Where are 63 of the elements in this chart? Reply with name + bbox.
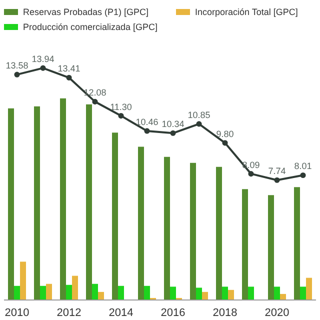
bar <box>306 278 312 300</box>
bar <box>164 156 170 300</box>
bar <box>66 284 72 300</box>
bar <box>14 286 20 300</box>
bar <box>98 292 104 300</box>
point <box>118 112 124 119</box>
bar <box>46 284 52 300</box>
data-label: 8.01 <box>294 161 312 172</box>
data-label: 10.46 <box>136 116 158 127</box>
bar <box>190 162 196 300</box>
bar <box>144 286 150 300</box>
bar <box>300 286 306 300</box>
point <box>40 65 46 71</box>
data-label: 10.34 <box>162 119 184 130</box>
data-label: 9.80 <box>216 128 234 139</box>
bar <box>60 98 66 300</box>
bar <box>216 166 222 300</box>
point <box>14 72 20 78</box>
bar <box>40 286 46 300</box>
bar <box>20 262 26 300</box>
bar <box>294 187 300 300</box>
bar <box>138 146 144 300</box>
point <box>196 121 202 127</box>
bar <box>118 286 124 300</box>
data-label: 13.41 <box>58 64 80 74</box>
x-tick-label: 2010 <box>4 306 30 319</box>
point <box>92 98 98 104</box>
bar <box>86 104 92 300</box>
legend-label: Producción comercializada [GPC] <box>23 22 158 32</box>
bar <box>228 290 234 300</box>
point <box>274 177 280 183</box>
bar <box>248 286 254 300</box>
legend-label: Incorporación Total [GPC] <box>195 6 298 17</box>
bar <box>72 276 78 300</box>
bar <box>202 292 208 300</box>
point <box>222 140 228 146</box>
x-tick-label: 2020 <box>264 306 290 319</box>
bar <box>196 288 202 300</box>
bar <box>280 294 286 300</box>
bar <box>112 132 118 300</box>
data-label: 7.74 <box>268 166 286 176</box>
x-tick-label: 2016 <box>160 306 186 319</box>
x-tick-label: 2014 <box>108 306 134 319</box>
bar <box>170 286 176 300</box>
data-label: 13.94 <box>32 54 54 64</box>
bar <box>274 286 280 300</box>
data-label: 10.85 <box>188 110 210 120</box>
bar <box>222 286 228 300</box>
bar <box>92 284 98 300</box>
bar <box>34 106 40 300</box>
point <box>248 171 254 177</box>
point <box>144 128 150 134</box>
point <box>170 130 176 136</box>
data-label: 11.30 <box>110 102 132 112</box>
legend-label: Reservas Probadas (P1) [GPC] <box>23 6 149 17</box>
data-label: 13.58 <box>6 60 28 71</box>
bar <box>268 195 274 300</box>
point <box>300 172 306 178</box>
x-tick-label: 2018 <box>212 306 238 319</box>
point <box>66 74 72 80</box>
bar <box>8 108 14 300</box>
bar <box>242 189 248 300</box>
x-tick-label: 2012 <box>56 306 82 319</box>
